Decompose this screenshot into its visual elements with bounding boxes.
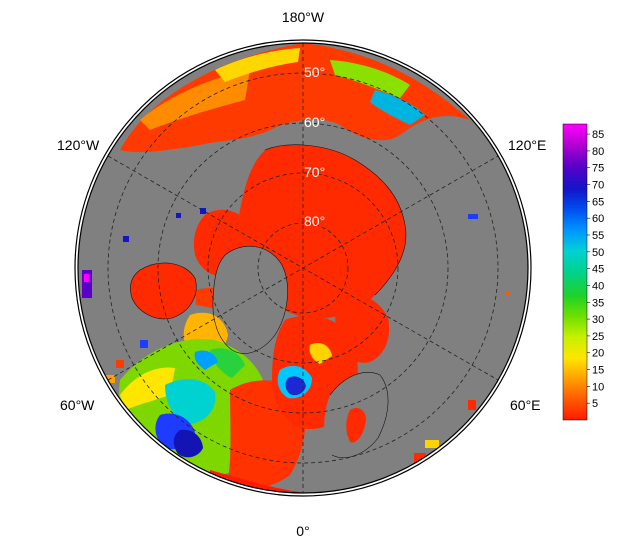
colorbar-tick-label: 85	[592, 129, 604, 141]
bering-strait-patch	[370, 90, 425, 125]
nordic-patch-yellow	[309, 343, 332, 364]
longitude-label-upper-left: 120°W	[57, 137, 100, 153]
colorbar-tick-label: 20	[592, 348, 604, 360]
north-pacific-field	[120, 43, 470, 153]
longitude-label-lower-left: 60°W	[60, 397, 95, 413]
map-disk	[78, 43, 528, 493]
inland-cell	[140, 340, 148, 348]
inland-cell	[414, 453, 426, 463]
longitude-label-top: 180°W	[282, 9, 325, 25]
north-pacific-patch-yellow	[215, 48, 300, 82]
barents-sea-field	[335, 293, 390, 363]
latitude-circle-70	[207, 172, 399, 364]
latitude-label-80: 80°	[304, 213, 325, 229]
colorbar-tick-label: 75	[592, 163, 604, 175]
inland-cell	[176, 213, 181, 218]
greenland-land	[212, 246, 288, 354]
colorbar-tick-label: 10	[592, 381, 604, 393]
inland-cell	[506, 291, 510, 295]
map-border-outer	[74, 39, 532, 497]
colorbar-tick-label: 15	[592, 365, 604, 377]
colorbar-tick-label: 50	[592, 247, 604, 259]
labrador-patch-cyan	[165, 379, 216, 424]
north-pacific-patch-green	[330, 60, 410, 98]
labrador-patch-lightblue	[194, 350, 218, 370]
hudson-bay-field	[130, 263, 197, 319]
inland-cell	[200, 208, 206, 214]
inland-cell	[468, 400, 476, 410]
labrador-patch-yellow	[120, 367, 175, 410]
colorbar-tick-label: 40	[592, 280, 604, 292]
inland-cell	[84, 274, 89, 282]
graticule	[107, 43, 499, 493]
inland-cell	[82, 270, 92, 298]
colorbar-ticks: 85 80 75 70 65 60 55 50 45 40 35 30 25 20 15 10 5	[587, 129, 604, 410]
colorbar-tick-label: 35	[592, 297, 604, 309]
inland-cell	[425, 440, 439, 448]
inland-cell	[468, 214, 478, 219]
colorbar-tick-label: 60	[592, 213, 604, 225]
colorbar-tick-label: 65	[592, 196, 604, 208]
longitude-label-lower-right: 60°E	[510, 397, 541, 413]
colorbar-tick-label: 80	[592, 146, 604, 158]
colorbar-tick-label: 30	[592, 314, 604, 326]
colorbar: 85 80 75 70 65 60 55 50 45 40 35 30 25 20 15 10 5	[562, 123, 604, 421]
nordic-patch-blue	[285, 376, 306, 396]
longitude-label-upper-right: 120°E	[508, 137, 546, 153]
meridian-120w-60e	[107, 155, 499, 381]
inland-cell	[116, 360, 124, 368]
inland-cell	[123, 236, 129, 242]
labrador-patch-green	[210, 348, 245, 378]
colorbar-tick-label: 55	[592, 230, 604, 242]
colorbar-ramp	[562, 123, 588, 421]
colorbar-tick-label: 5	[592, 398, 598, 410]
coastlines	[130, 144, 407, 458]
colorbar-tick-label: 25	[592, 331, 604, 343]
colorbar-tick-label: 45	[592, 264, 604, 276]
map-border-inner	[77, 42, 529, 494]
labrador-patch-darkblue	[173, 429, 203, 458]
north-pacific-patch-orange	[140, 70, 250, 130]
longitude-label-bottom: 0°	[296, 523, 309, 539]
latitude-circle-60	[157, 122, 449, 414]
latitude-label-60: 60°	[304, 114, 325, 130]
latitude-label-50: 50°	[304, 64, 325, 80]
colorbar-tick-label: 70	[592, 180, 604, 192]
latitude-label-70: 70°	[304, 164, 325, 180]
baltic-sea-field	[346, 408, 366, 443]
